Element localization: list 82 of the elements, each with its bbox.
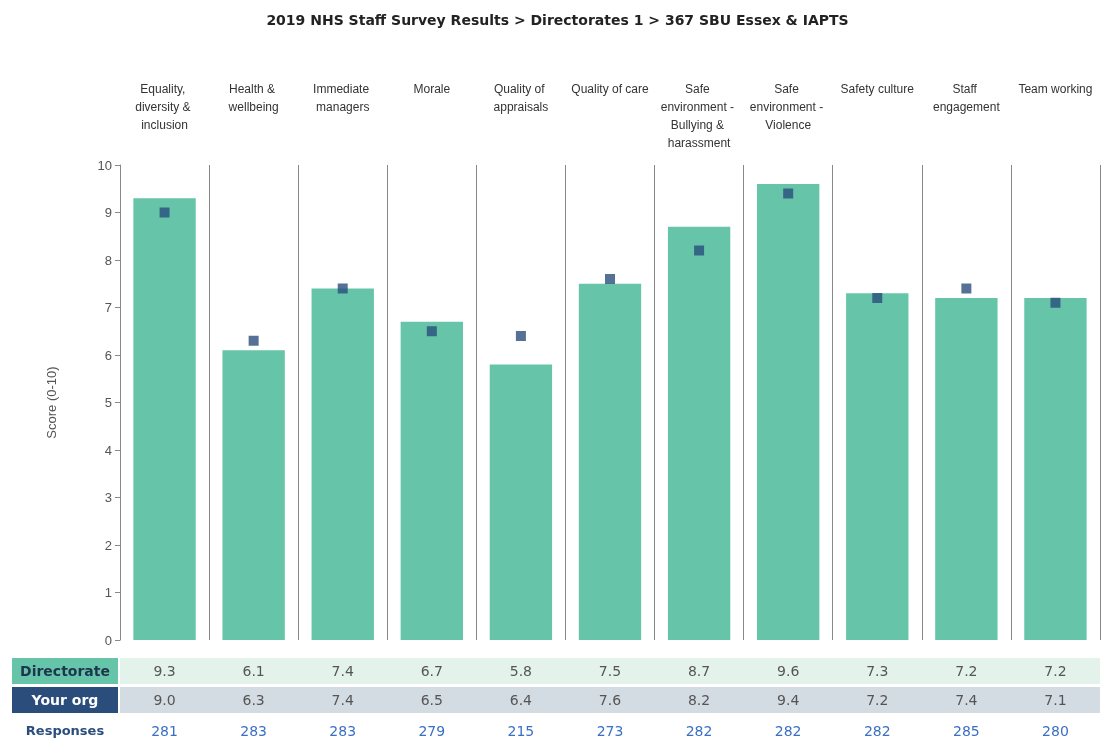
point	[337, 283, 348, 294]
data-label: 7.6	[597, 691, 623, 710]
y-tick-label: 1	[104, 585, 112, 600]
text: 280	[1041, 722, 1070, 741]
y-tick-label: 7	[104, 300, 112, 315]
x-tick-label: Quality of care	[571, 82, 650, 96]
y-tick-label: 3	[104, 490, 112, 505]
text: 282	[684, 722, 714, 741]
data-label: 7.4	[330, 662, 355, 681]
x-tick-label: Quality of appraisals	[493, 82, 549, 114]
bar	[667, 226, 731, 640]
data-label: 9.3	[152, 662, 177, 681]
text: Your org	[12, 687, 118, 713]
x-tick-label: Morale	[413, 82, 451, 96]
bar	[757, 184, 820, 640]
data-label: 5.8	[508, 662, 534, 681]
data-label: 7.5	[597, 662, 623, 681]
y-tick-label: 6	[104, 347, 112, 363]
bar	[311, 288, 374, 640]
text: 273	[595, 722, 625, 741]
text: 281	[150, 722, 179, 741]
x-tick-label: Safety culture	[840, 82, 915, 96]
y-tick-label: 9	[104, 205, 112, 220]
point	[248, 335, 259, 346]
data-label: 6.4	[508, 691, 534, 710]
x-tick-label: Immediate managers	[313, 82, 373, 114]
data-label: 7.2	[954, 662, 979, 681]
text: Directorate	[12, 658, 118, 684]
bar	[578, 283, 642, 640]
point	[159, 207, 170, 218]
text: 282	[773, 722, 803, 741]
point	[1050, 297, 1061, 308]
point	[961, 283, 972, 294]
x-tick-label: Safe environment - Bullying & harassment	[660, 82, 738, 150]
text: 285	[952, 722, 981, 741]
y-tick-label: 10	[97, 157, 112, 173]
text: 283	[239, 722, 268, 741]
point	[426, 326, 437, 337]
point	[605, 274, 615, 284]
point	[694, 245, 705, 256]
text: 279	[417, 722, 447, 741]
data-label: 9.4	[776, 691, 801, 710]
y-tick-label: 0	[104, 632, 112, 648]
text: 282	[862, 722, 892, 741]
y-tick-label: 8	[104, 252, 112, 268]
y-tick-label: 2	[104, 537, 112, 553]
x-tick-label: Team working	[1018, 82, 1093, 96]
chart-title: 2019 NHS Staff Survey Results > Directorates 1 > 367 SBU Essex & IAPTS	[266, 12, 849, 28]
x-tick-label: Equality, diversity & inclusion	[135, 82, 194, 132]
x-tick-label: Safe environment - Violence	[749, 82, 827, 132]
bar	[1024, 298, 1087, 640]
bar	[846, 293, 909, 640]
point	[783, 188, 794, 199]
y-tick-label: 5	[104, 395, 112, 410]
y-axis-title: Score (0-10)	[44, 366, 59, 439]
point	[515, 331, 526, 341]
data-label: 6.1	[241, 662, 266, 681]
bar	[222, 350, 285, 640]
bar	[400, 321, 463, 640]
x-tick-label: Staff engagement	[933, 82, 1001, 114]
text: 283	[328, 722, 358, 741]
point	[872, 293, 883, 303]
data-label: 7.2	[1043, 662, 1068, 681]
bar	[935, 298, 998, 640]
data-label: 8.2	[686, 691, 712, 710]
data-label: 6.3	[241, 691, 266, 710]
data-label: 7.2	[865, 691, 890, 710]
text: 215	[506, 722, 536, 741]
data-label: 9.6	[776, 662, 801, 681]
data-label: 7.4	[954, 691, 979, 710]
data-label: 7.4	[330, 691, 355, 710]
bar	[133, 198, 196, 640]
data-label: 9.0	[152, 691, 177, 710]
data-label: 8.7	[686, 662, 712, 681]
data-label: 6.7	[419, 662, 444, 681]
x-tick-label: Health & wellbeing	[227, 82, 279, 114]
data-label: 6.5	[419, 691, 444, 710]
data-label: 7.1	[1043, 691, 1068, 710]
data-label: 7.3	[865, 662, 890, 681]
bar	[489, 364, 553, 640]
y-tick-label: 4	[104, 442, 112, 458]
text: Responses	[24, 722, 106, 740]
